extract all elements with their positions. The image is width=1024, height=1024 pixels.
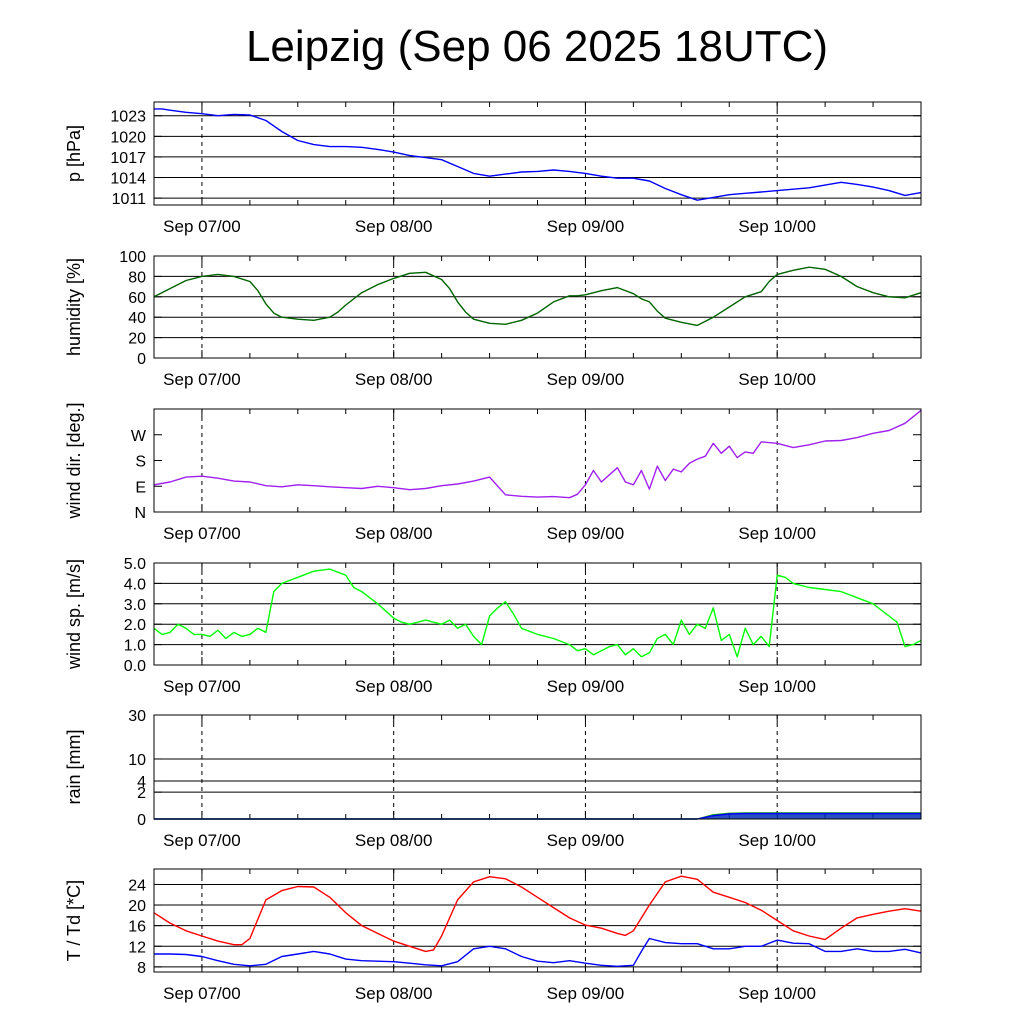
x-tick-label: Sep 07/00 bbox=[163, 370, 241, 389]
x-tick-label: Sep 09/00 bbox=[547, 831, 625, 850]
panel-temperature: 8 12 16 20 24 T / Td [*C] Sep 07/00 Sep 08/00 Se… bbox=[64, 868, 922, 1003]
y-tick-label: 20 bbox=[128, 898, 146, 915]
y-tick-label: 8 bbox=[137, 960, 146, 977]
x-tick-label: Sep 07/00 bbox=[163, 831, 241, 850]
y-tick-label: W bbox=[131, 428, 147, 445]
y-tick-label: 20 bbox=[128, 331, 146, 348]
y-tick-label: 1020 bbox=[110, 129, 146, 146]
y-tick-label: 1.0 bbox=[124, 638, 146, 655]
y-axis-label: T / Td [*C] bbox=[64, 880, 84, 961]
x-tick-label: Sep 08/00 bbox=[355, 370, 433, 389]
series-line-humidity bbox=[153, 266, 922, 327]
x-tick-label: Sep 08/00 bbox=[355, 524, 433, 543]
y-tick-label: 24 bbox=[128, 877, 146, 894]
y-tick-label: 16 bbox=[128, 919, 146, 936]
panel-humidity: 0 20 40 60 80 100 humidity [%] Sep 07/00 Sep 08/… bbox=[64, 249, 922, 389]
y-tick-label: 1011 bbox=[112, 191, 147, 208]
y-tick-label: 2 bbox=[137, 785, 146, 802]
x-tick-label: Sep 10/00 bbox=[738, 984, 816, 1003]
y-tick-label: S bbox=[135, 454, 146, 471]
x-tick-label: Sep 09/00 bbox=[547, 677, 625, 696]
y-tick-label: 4 bbox=[137, 774, 146, 791]
series-line-wind_speed bbox=[153, 568, 922, 658]
x-tick-label: Sep 08/00 bbox=[355, 677, 433, 696]
y-tick-label: 60 bbox=[128, 290, 146, 307]
plot-frame bbox=[153, 101, 922, 206]
y-tick-label: 5.0 bbox=[124, 556, 146, 573]
x-tick-label: Sep 07/00 bbox=[163, 677, 241, 696]
y-tick-label: N bbox=[134, 505, 146, 522]
x-tick-label: Sep 08/00 bbox=[355, 831, 433, 850]
panel-rain: 0 24 10 30 rain [mm] Sep 07/00 Sep 08/00 Sep 09… bbox=[64, 708, 922, 850]
x-tick-label: Sep 07/00 bbox=[163, 524, 241, 543]
series-area-rain-line bbox=[154, 813, 921, 819]
x-tick-label: Sep 10/00 bbox=[738, 524, 816, 543]
x-tick-label: Sep 10/00 bbox=[738, 677, 816, 696]
panel-wind_speed: 0.0 1.0 2.0 3.0 4.0 5.0 wind sp. [m/s] Sep 07/0… bbox=[64, 556, 922, 696]
x-tick-label: Sep 07/00 bbox=[163, 217, 241, 236]
y-tick-label: 100 bbox=[119, 249, 146, 266]
x-tick-label: Sep 08/00 bbox=[355, 984, 433, 1003]
y-tick-label: 1014 bbox=[110, 171, 146, 188]
y-axis-label: rain [mm] bbox=[64, 729, 84, 804]
y-axis-label: p [hPa] bbox=[64, 125, 84, 182]
y-tick-label: 0.0 bbox=[124, 658, 146, 675]
y-tick-label: 2.0 bbox=[124, 617, 146, 634]
y-tick-label: 0 bbox=[137, 351, 146, 368]
x-tick-label: Sep 09/00 bbox=[547, 217, 625, 236]
plot-frame bbox=[153, 408, 922, 513]
y-tick-label: 10 bbox=[128, 752, 146, 769]
x-tick-label: Sep 09/00 bbox=[547, 524, 625, 543]
plot-frame bbox=[153, 562, 922, 666]
series-line-T bbox=[153, 875, 922, 953]
x-tick-label: Sep 10/00 bbox=[738, 831, 816, 850]
y-axis-label: humidity [%] bbox=[64, 258, 84, 356]
y-tick-label: 80 bbox=[128, 269, 146, 286]
plot-frame bbox=[153, 868, 922, 973]
y-tick-label: 12 bbox=[128, 939, 146, 956]
y-tick-label: 0 bbox=[137, 812, 146, 829]
y-tick-label: 3.0 bbox=[124, 597, 146, 614]
x-tick-label: Sep 10/00 bbox=[738, 217, 816, 236]
x-tick-label: Sep 10/00 bbox=[738, 370, 816, 389]
x-tick-label: Sep 08/00 bbox=[355, 217, 433, 236]
panel-pressure: 1011 1014 1017 1020 1023 p [hPa] Sep 07/00 Sep … bbox=[64, 101, 922, 236]
plot-frame bbox=[153, 714, 922, 820]
y-tick-label: 40 bbox=[128, 310, 146, 327]
series-line-pressure bbox=[154, 108, 922, 201]
y-tick-label: 1017 bbox=[110, 150, 146, 167]
series-line-wind_direction bbox=[153, 409, 922, 499]
y-axis-label: wind dir. [deg.] bbox=[64, 402, 84, 519]
plot-frame bbox=[153, 255, 922, 359]
x-tick-label: Sep 09/00 bbox=[547, 984, 625, 1003]
y-tick-label: 1023 bbox=[110, 109, 146, 126]
y-tick-label: E bbox=[135, 479, 146, 496]
x-tick-label: Sep 09/00 bbox=[547, 370, 625, 389]
series-line-Td bbox=[154, 937, 922, 967]
y-axis-label: wind sp. [m/s] bbox=[64, 559, 84, 670]
y-tick-label: 30 bbox=[128, 708, 146, 725]
chart-title: Leipzig (Sep 06 2025 18UTC) bbox=[245, 22, 829, 71]
x-tick-label: Sep 07/00 bbox=[163, 984, 241, 1003]
y-tick-label: 4.0 bbox=[124, 576, 146, 593]
